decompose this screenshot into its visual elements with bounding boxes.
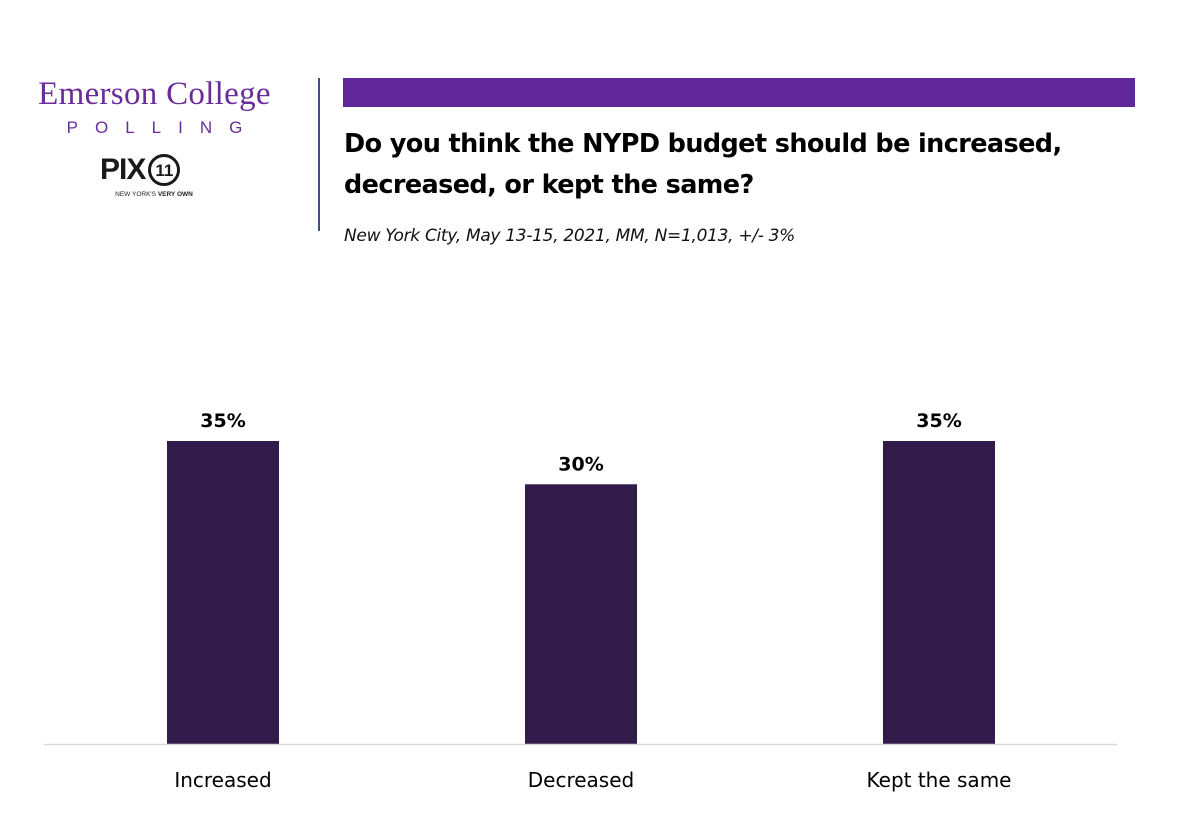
pix-tagline: NEW YORK'S VERY OWN <box>95 191 213 198</box>
bar-kept-the-same <box>883 441 995 744</box>
pix11-logo: PIX 11 <box>100 153 181 186</box>
bar-increased <box>167 441 279 744</box>
pix-11-circle-icon: 11 <box>148 154 181 186</box>
pix-tagline-light: NEW YORK'S <box>115 191 156 198</box>
header-divider <box>318 78 320 231</box>
data-label: 35% <box>916 410 961 432</box>
accent-header-bar <box>343 78 1135 107</box>
chart-title: Do you think the NYPD budget should be i… <box>344 129 1062 200</box>
data-label: 30% <box>558 453 603 475</box>
polling-logo-text: POLLING <box>66 118 260 137</box>
emerson-college-logo: Emerson College <box>38 76 271 112</box>
data-label: 35% <box>200 410 245 432</box>
chart-subtitle: New York City, May 13-15, 2021, MM, N=1,… <box>344 226 796 246</box>
category-label: Kept the same <box>867 768 1012 792</box>
pix-logo-text: PIX <box>100 153 146 186</box>
bar-decreased <box>525 484 637 744</box>
pix-tagline-bold: VERY OWN <box>157 191 193 198</box>
category-label: Increased <box>174 768 271 792</box>
category-label: Decreased <box>528 768 634 792</box>
